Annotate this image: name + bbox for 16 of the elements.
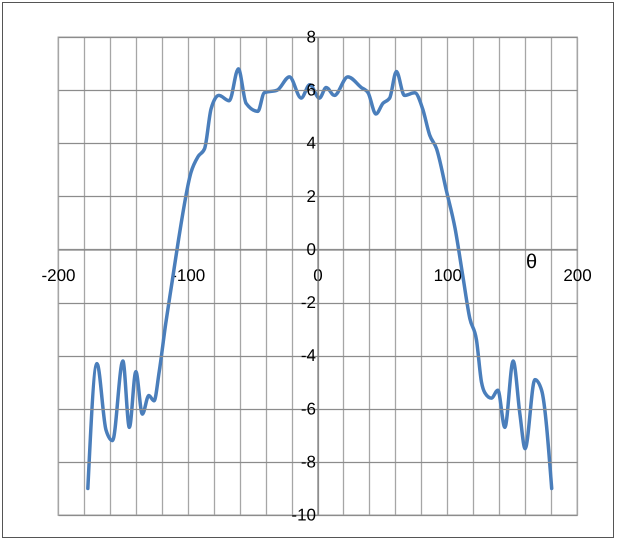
x-tick-label: 100 <box>434 266 462 285</box>
x-tick-label: -200 <box>41 266 76 285</box>
y-tick-label: 8 <box>306 28 316 46</box>
y-tick-label: 0 <box>306 240 316 259</box>
y-tick-label: -10 <box>291 506 316 524</box>
y-tick-label: -6 <box>300 399 316 418</box>
x-tick-label: 200 <box>563 266 592 285</box>
x-tick-label: -100 <box>171 266 206 285</box>
y-tick-label: 6 <box>306 80 316 100</box>
y-tick-label: -2 <box>300 293 316 312</box>
y-tick-label: 4 <box>306 134 316 153</box>
y-tick-label: 2 <box>306 186 316 206</box>
x-axis-title: θ <box>526 250 538 273</box>
y-tick-label: -4 <box>300 346 316 366</box>
y-tick-label: -8 <box>300 452 316 472</box>
line-series <box>86 67 554 490</box>
